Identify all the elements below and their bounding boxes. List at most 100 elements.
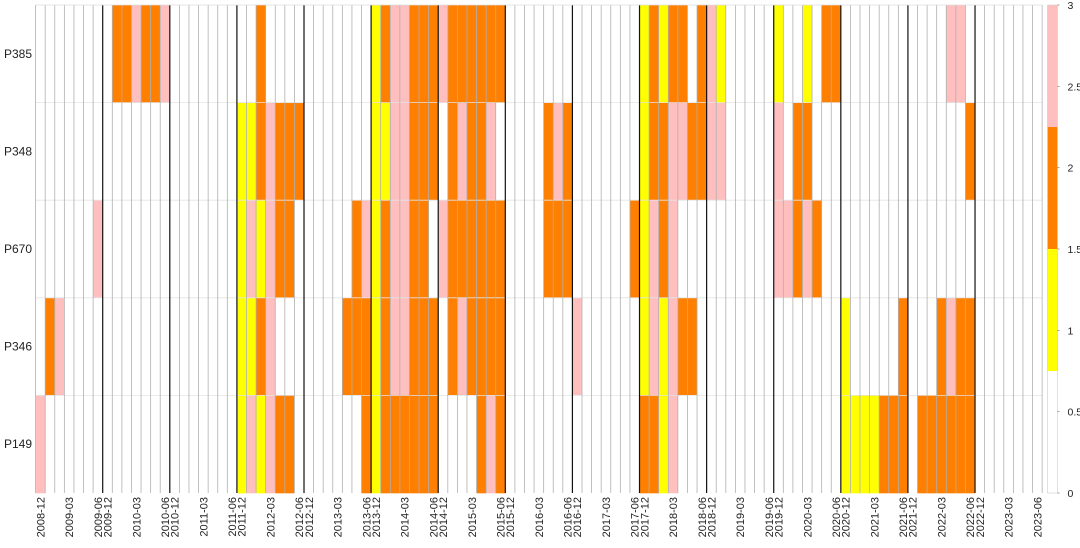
heatmap-cell [45, 395, 55, 493]
heatmap-cell [400, 103, 410, 201]
heatmap-cell [975, 200, 985, 298]
heatmap-cell [496, 395, 506, 493]
colorbar-band [1048, 371, 1058, 493]
heatmap-cell [975, 395, 985, 493]
heatmap-cell [668, 5, 678, 103]
heatmap-cell [592, 200, 602, 298]
heatmap-cell [774, 298, 784, 396]
heatmap-cell [831, 103, 841, 201]
heatmap-cell [151, 200, 161, 298]
heatmap-cell [390, 395, 400, 493]
heatmap-cell [151, 298, 161, 396]
heatmap-cell [1004, 200, 1014, 298]
heatmap-cell [659, 395, 669, 493]
heatmap-cell [131, 200, 141, 298]
heatmap-cell [64, 5, 74, 103]
heatmap-cell [831, 5, 841, 103]
heatmap-cell [889, 200, 899, 298]
heatmap-cell [457, 395, 467, 493]
colorbar-tick-label: 2.5 [1068, 81, 1080, 93]
heatmap-cell [64, 103, 74, 201]
heatmap-cell [448, 200, 458, 298]
heatmap-cell [477, 200, 487, 298]
heatmap-cell [697, 5, 707, 103]
heatmap-cell [515, 200, 525, 298]
heatmap-cell [84, 298, 94, 396]
heatmap-cell [304, 103, 314, 201]
colorbar-tick-label: 1.5 [1068, 244, 1080, 256]
heatmap-cell [611, 103, 621, 201]
heatmap-cell [956, 103, 966, 201]
heatmap-cell [409, 395, 419, 493]
heatmap-cell [879, 5, 889, 103]
heatmap-cell [352, 395, 362, 493]
heatmap-cell [524, 200, 534, 298]
heatmap-cell [524, 5, 534, 103]
heatmap-cell [93, 298, 103, 396]
heatmap-cell [601, 103, 611, 201]
heatmap-cell [294, 298, 304, 396]
heatmap-cell [870, 5, 880, 103]
heatmap-cell [467, 200, 477, 298]
heatmap-cell [553, 103, 563, 201]
heatmap-cell [908, 103, 918, 201]
heatmap-cell [505, 103, 515, 201]
heatmap-cell [179, 103, 189, 201]
heatmap-cell [285, 395, 295, 493]
heatmap-cell [582, 5, 592, 103]
x-tick-label: 2022-12 [975, 497, 987, 537]
heatmap-cell [438, 103, 448, 201]
heatmap-cell [314, 200, 324, 298]
heatmap-cell [409, 200, 419, 298]
heatmap-cell [160, 5, 170, 103]
heatmap-cell [256, 395, 266, 493]
heatmap-cell [189, 298, 199, 396]
heatmap-cell [822, 103, 832, 201]
heatmap-cell [467, 395, 477, 493]
heatmap-cell [237, 200, 247, 298]
heatmap-cell [755, 5, 765, 103]
heatmap-cell [534, 298, 544, 396]
heatmap-cell [783, 298, 793, 396]
heatmap-cell [783, 5, 793, 103]
heatmap-cell [534, 395, 544, 493]
heatmap-cell [218, 103, 228, 201]
heatmap-cell [448, 395, 458, 493]
heatmap-cell [448, 5, 458, 103]
heatmap-cell [218, 395, 228, 493]
heatmap-cell [640, 103, 650, 201]
heatmap-cell [400, 298, 410, 396]
heatmap-cell [131, 298, 141, 396]
heatmap-cell [275, 103, 285, 201]
heatmap-cell [544, 298, 554, 396]
heatmap-cell [266, 5, 276, 103]
heatmap-cell [640, 395, 650, 493]
heatmap-cell [160, 103, 170, 201]
heatmap-cell [314, 395, 324, 493]
heatmap-cell [429, 298, 439, 396]
heatmap-cell [601, 5, 611, 103]
heatmap-cell [275, 395, 285, 493]
heatmap-cell [841, 200, 851, 298]
x-tick-label: 2015-03 [467, 497, 479, 537]
heatmap-cell [419, 103, 429, 201]
heatmap-cell [36, 395, 46, 493]
heatmap-cell [1004, 395, 1014, 493]
heatmap-cell [1013, 103, 1023, 201]
heatmap-cell [707, 103, 717, 201]
heatmap-cell [304, 5, 314, 103]
heatmap-cell [553, 395, 563, 493]
heatmap-cell [266, 103, 276, 201]
heatmap-cell [870, 200, 880, 298]
colorbar-band [1048, 127, 1058, 249]
heatmap-cell [1023, 103, 1033, 201]
heatmap-cell [582, 103, 592, 201]
heatmap-cell [496, 103, 506, 201]
heatmap-cell [956, 5, 966, 103]
heatmap-cell [563, 5, 573, 103]
heatmap-cell [179, 5, 189, 103]
heatmap-cell [64, 200, 74, 298]
heatmap-cell [515, 298, 525, 396]
heatmap-cell [802, 200, 812, 298]
heatmap-cell [103, 395, 113, 493]
